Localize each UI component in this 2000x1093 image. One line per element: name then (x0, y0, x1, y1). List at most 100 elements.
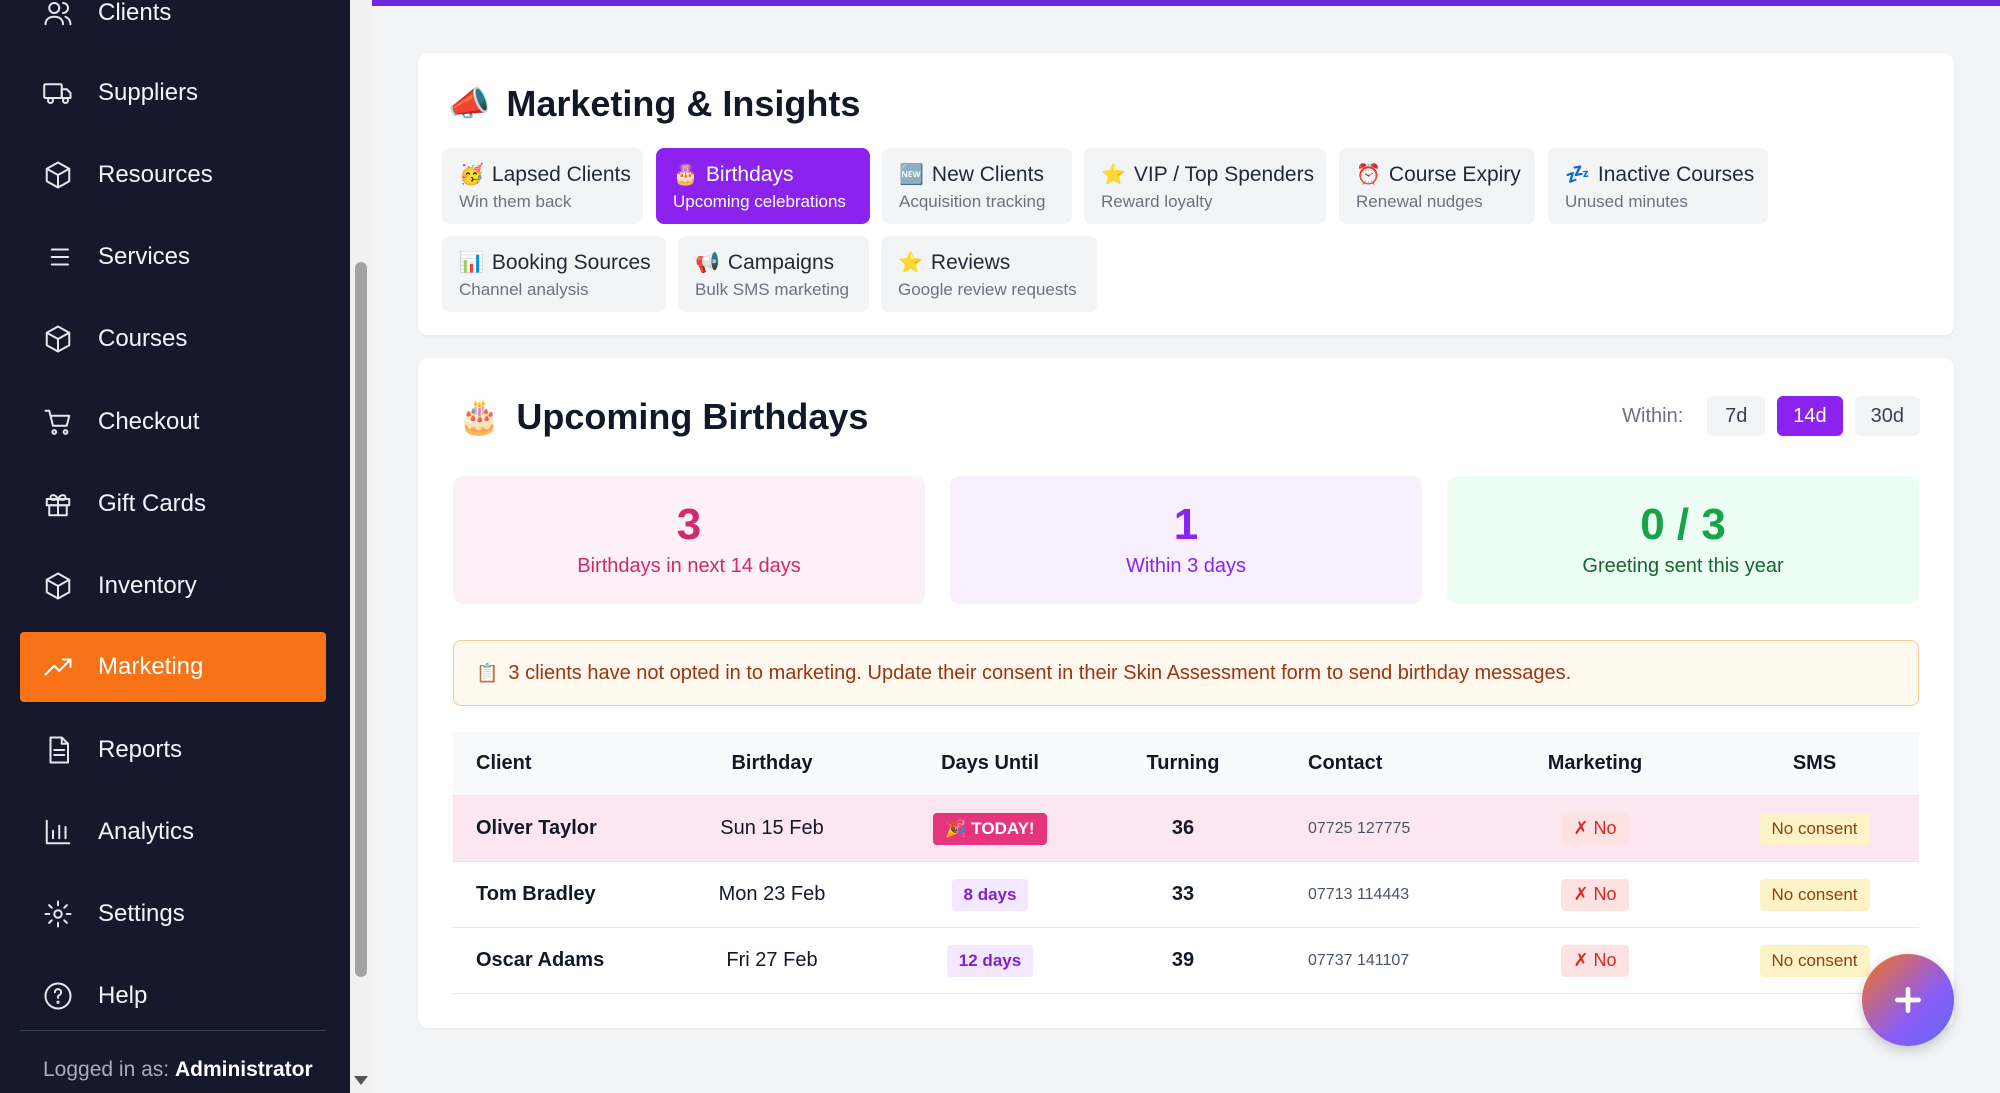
birthday-date: Sun 15 Feb (720, 817, 824, 839)
star-icon: ⭐ (1101, 164, 1126, 186)
column-header[interactable]: Days Until (941, 752, 1039, 774)
sidebar-item-label: Inventory (98, 572, 197, 599)
table-row[interactable]: Oscar Adams Fri 27 Feb 12 days 39 07737 … (453, 928, 1919, 994)
birthday-date: Mon 23 Feb (718, 883, 826, 905)
tab-title: New Clients (931, 163, 1044, 186)
sidebar-item-checkout[interactable]: Checkout (20, 387, 326, 457)
sidebar-item-label: Marketing (98, 653, 204, 680)
range-14d-button[interactable]: 14d (1777, 396, 1843, 436)
sidebar-item-label: Gift Cards (98, 490, 207, 517)
turning-age: 39 (1171, 949, 1195, 971)
marketing-insights-card: 📣 Marketing & Insights 🥳 Lapsed Clients W… (418, 53, 1954, 335)
range-selector: Within: 7d 14d 30d (1622, 396, 1920, 436)
sleep-icon: 💤 (1565, 164, 1590, 186)
sidebar-item-courses[interactable]: Courses (20, 304, 326, 374)
table-row[interactable]: Tom Bradley Mon 23 Feb 8 days 33 07713 1… (453, 862, 1919, 928)
tab-birthdays[interactable]: 🎂 Birthdays Upcoming celebrations (656, 148, 870, 224)
bar-chart-icon (42, 816, 74, 848)
sidebar-item-help[interactable]: Help (20, 961, 326, 1031)
client-name[interactable]: Tom Bradley (476, 883, 596, 905)
party-face-icon: 🥳 (459, 164, 484, 186)
sms-status-badge: No consent (1759, 944, 1870, 977)
tab-title: Reviews (930, 251, 1011, 274)
range-30d-button[interactable]: 30d (1854, 396, 1920, 436)
gift-icon (42, 488, 74, 520)
new-badge-icon: 🆕 (899, 164, 924, 186)
sidebar-scrollbar-thumb[interactable] (355, 262, 367, 977)
stat-within-3-days: 1 Within 3 days (950, 476, 1422, 604)
tab-subtitle: Upcoming celebrations (673, 192, 846, 211)
sidebar-item-inventory[interactable]: Inventory (20, 551, 326, 621)
section-title-text: Upcoming Birthdays (516, 396, 869, 437)
help-icon (42, 980, 74, 1012)
tab-lapsed-clients[interactable]: 🥳 Lapsed Clients Win them back (442, 148, 643, 224)
stat-greetings-sent: 0 / 3 Greeting sent this year (1447, 476, 1919, 604)
tab-new-clients[interactable]: 🆕 New Clients Acquisition tracking (882, 148, 1072, 224)
sidebar-item-settings[interactable]: Settings (20, 879, 326, 949)
tab-subtitle: Acquisition tracking (899, 192, 1046, 211)
tab-campaigns[interactable]: 📢 Campaigns Bulk SMS marketing (678, 236, 869, 312)
column-header[interactable]: Client (476, 752, 532, 774)
box-icon (42, 323, 74, 355)
tab-subtitle: Win them back (459, 192, 572, 211)
sidebar: Clients Suppliers Resources Services Cou… (0, 0, 350, 1093)
logged-in-status: Logged in as: Administrator (43, 1058, 313, 1082)
tab-title: Lapsed Clients (491, 163, 631, 186)
tab-title: Campaigns (727, 251, 835, 274)
tab-reviews[interactable]: ⭐ Reviews Google review requests (881, 236, 1097, 312)
sidebar-item-resources[interactable]: Resources (20, 140, 326, 210)
column-header[interactable]: SMS (1792, 752, 1837, 774)
sms-status-badge: No consent (1759, 878, 1870, 911)
gear-icon (42, 898, 74, 930)
sidebar-item-analytics[interactable]: Analytics (20, 797, 326, 867)
cake-icon: 🎂 (673, 164, 698, 186)
sidebar-item-services[interactable]: Services (20, 222, 326, 292)
cart-icon (42, 406, 74, 438)
range-7d-button[interactable]: 7d (1707, 396, 1766, 436)
client-name[interactable]: Oliver Taylor (476, 817, 597, 839)
list-icon (42, 241, 74, 273)
column-header[interactable]: Contact (1308, 752, 1383, 774)
stat-label: Greeting sent this year (1582, 554, 1784, 577)
sidebar-item-gift-cards[interactable]: Gift Cards (20, 469, 326, 539)
consent-notice-text: 3 clients have not opted in to marketing… (508, 661, 1572, 684)
stat-birthdays-count: 3 Birthdays in next 14 days (453, 476, 925, 604)
tab-subtitle: Google review requests (898, 280, 1077, 299)
tab-inactive-courses[interactable]: 💤 Inactive Courses Unused minutes (1548, 148, 1768, 224)
contact-phone: 07713 114443 (1308, 885, 1410, 903)
sidebar-item-marketing[interactable]: Marketing (20, 632, 326, 702)
tab-title: Birthdays (705, 163, 794, 186)
column-header[interactable]: Marketing (1547, 752, 1643, 774)
birthday-date: Fri 27 Feb (726, 949, 818, 971)
add-floating-button[interactable] (1862, 954, 1954, 1046)
sidebar-item-suppliers[interactable]: Suppliers (20, 58, 326, 128)
scroll-down-arrow-icon[interactable] (354, 1076, 368, 1085)
star-icon: ⭐ (898, 252, 923, 274)
sidebar-item-clients[interactable]: Clients (20, 0, 326, 48)
client-name[interactable]: Oscar Adams (476, 949, 605, 971)
marketing-status-badge: ✗ No (1561, 812, 1629, 845)
users-icon (42, 0, 74, 29)
alarm-clock-icon: ⏰ (1356, 164, 1381, 186)
days-until-badge: 8 days (951, 878, 1029, 911)
marketing-status-badge: ✗ No (1561, 944, 1629, 977)
bar-chart-icon: 📊 (459, 252, 484, 274)
sidebar-item-reports[interactable]: Reports (20, 715, 326, 785)
table-header: Client Birthday Days Until Turning Conta… (453, 732, 1919, 796)
sms-status-badge: No consent (1759, 812, 1870, 845)
stat-label: Within 3 days (1125, 554, 1247, 577)
plus-icon (1895, 987, 1921, 1013)
tab-booking-sources[interactable]: 📊 Booking Sources Channel analysis (442, 236, 666, 312)
tab-subtitle: Bulk SMS marketing (695, 280, 849, 299)
cake-icon: 🎂 (458, 398, 501, 436)
tab-course-expiry[interactable]: ⏰ Course Expiry Renewal nudges (1339, 148, 1535, 224)
table-row[interactable]: Oliver Taylor Sun 15 Feb 🎉 TODAY! 36 077… (453, 796, 1919, 862)
clipboard-icon: 📋 (476, 662, 499, 683)
tab-title: Inactive Courses (1597, 163, 1755, 186)
box-icon (42, 570, 74, 602)
column-header[interactable]: Turning (1146, 752, 1220, 774)
column-header[interactable]: Birthday (731, 752, 813, 774)
sidebar-item-label: Services (98, 243, 191, 270)
tab-vip-top-spenders[interactable]: ⭐ VIP / Top Spenders Reward loyalty (1084, 148, 1326, 224)
tab-title: Booking Sources (491, 251, 651, 274)
